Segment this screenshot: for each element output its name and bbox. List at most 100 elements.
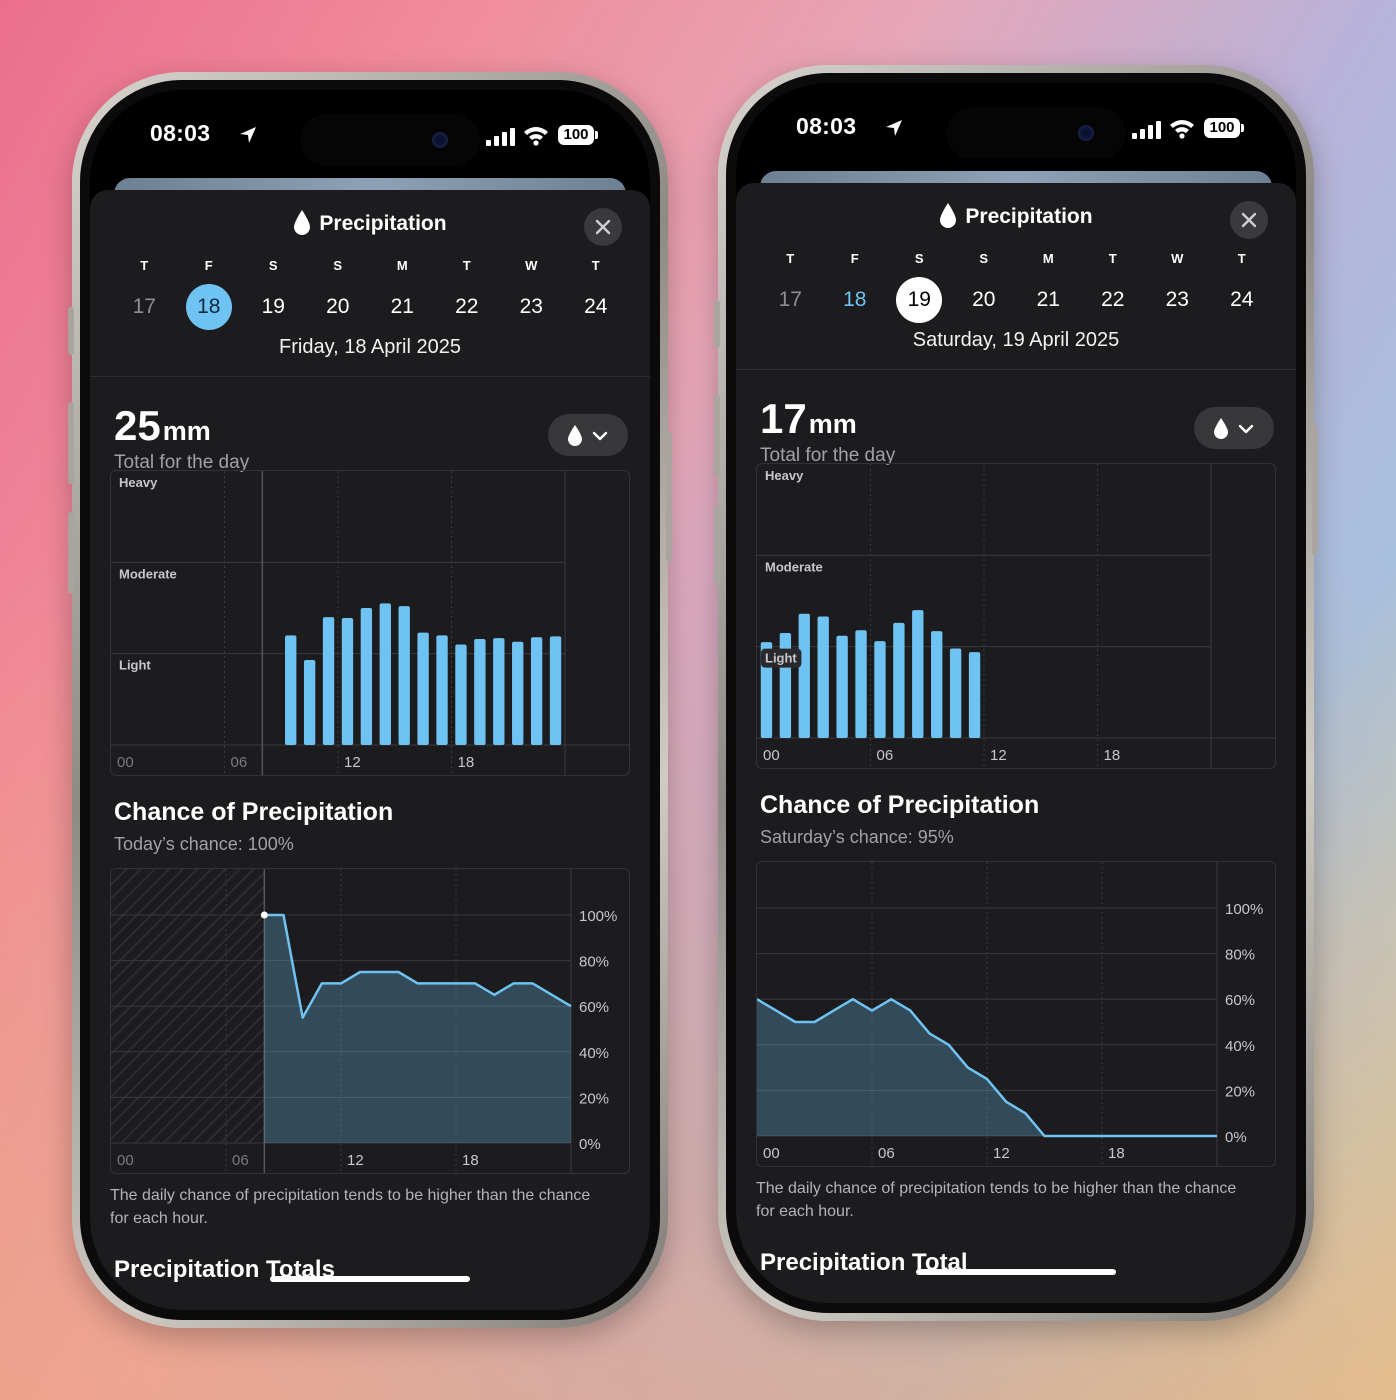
raindrop-icon [940,203,957,228]
home-indicator[interactable] [916,1269,1116,1275]
day-letter: S [979,251,989,266]
precipitation-bar-chart: Heavy Moderate Light 00 06 12 18 [110,470,630,776]
precip-bar [360,608,373,745]
level-label: Moderate [119,566,177,581]
x-tick-label: 12 [347,1152,364,1169]
day-letter: T [462,258,471,273]
home-indicator[interactable] [270,1276,470,1282]
day-item[interactable]: T 17 [112,258,177,330]
day-item[interactable]: T 24 [564,258,629,330]
day-letter: T [140,258,149,273]
day-number: 20 [326,295,350,318]
screen: 08:03 100 Precipitation T 17 F 18 S 19 S [736,83,1296,1303]
day-number: 17 [132,295,156,318]
day-item[interactable]: T 22 [435,258,500,330]
day-item[interactable]: T 22 [1081,251,1146,323]
x-tick-label: 06 [877,747,894,764]
x-tick-label: 00 [117,754,134,771]
chance-line [757,997,1217,1138]
screen: 08:03 100 Precipitation T 17 F 18 S 19 S [90,90,650,1310]
x-tick-label: 00 [763,747,780,764]
chance-subtitle: Today’s chance: 100% [114,834,294,854]
level-label-badge [761,648,802,668]
precipitation-type-menu[interactable] [548,414,628,456]
y-tick-label: 100% [579,908,617,925]
day-number: 21 [390,295,414,318]
x-tick-label: 06 [878,1145,895,1162]
precipitation-sheet: Precipitation T 17 F 18 S 19 S 20 M 21 T 22 W 2… [90,190,650,1310]
day-item[interactable]: S 20 [952,251,1017,323]
chance-title: Chance of Precipitation [760,791,1040,819]
day-item[interactable]: F 18 [823,251,888,323]
precip-bar [398,606,410,745]
day-number: 23 [519,295,543,318]
location-arrow-icon [240,127,256,143]
chance-area [264,915,571,1143]
day-item[interactable]: S 19 [241,258,306,330]
close-button[interactable] [584,208,622,246]
day-item[interactable]: T 24 [1210,251,1275,323]
day-letter: S [914,251,924,266]
day-item[interactable]: F 18 [177,258,242,330]
x-tick-label: 12 [344,754,361,771]
total-value: 17 [760,395,807,442]
y-tick-label: 60% [579,999,609,1016]
x-tick-label: 06 [232,1152,249,1169]
x-tick-label: 12 [990,747,1007,764]
y-tick-label: 100% [1225,901,1263,918]
day-picker: T 17 F 18 S 19 S 20 M 21 T 22 W 23 T 24 [112,258,628,330]
status-time: 08:03 [796,113,857,139]
day-item[interactable]: S 19 [887,251,952,323]
day-item[interactable]: M 21 [1016,251,1081,323]
volume-up-button [68,402,74,484]
precip-bar [322,617,335,745]
day-letter: S [333,258,343,273]
x-tick-label: 18 [1104,747,1121,764]
day-item[interactable]: S 20 [306,258,371,330]
close-button[interactable] [1230,201,1268,239]
precip-bar [817,616,829,738]
precip-bar [912,610,924,738]
chance-title: Chance of Precipitation [114,798,394,826]
area-chart-svg: 100% 80% 60% 40% 20% 0% 00 06 12 18 [757,862,1263,1166]
day-item[interactable]: T 17 [758,251,823,323]
x-tick-label: 18 [462,1152,479,1169]
raindrop-chevron-icon [1214,418,1254,439]
precipitation-type-menu[interactable] [1194,407,1274,449]
selected-date: Saturday, 19 April 2025 [912,329,1120,351]
chance-area [757,999,1217,1136]
phone-left: 08:03 100 Precipitation T 17 F 18 S 19 S [68,72,672,1328]
day-item[interactable]: W 23 [499,258,564,330]
chance-line [264,913,572,1019]
x-tick-label: 06 [231,754,248,771]
daily-total: 25mm Total for the day [114,402,249,474]
precip-bar [855,630,867,738]
area-chart-svg: 100% 80% 60% 40% 20% 0% 00 06 12 18 [111,869,617,1173]
level-label: Moderate [765,559,823,574]
precip-bar [530,637,543,745]
day-number: 22 [1101,288,1125,311]
chance-note: The daily chance of precipitation tends … [756,1180,1237,1220]
chance-area-chart: 100% 80% 60% 40% 20% 0% 00 06 12 18 [110,868,630,1174]
day-number-today: 18 [843,288,867,311]
bar-chart-svg: Heavy Moderate Light 00 06 12 18 [111,471,629,775]
day-letter: S [268,258,278,273]
x-tick-label: 00 [117,1152,134,1169]
precipitation-sheet: Precipitation T 17 F 18 S 19 S 20 M 21 T 22 W 2… [736,183,1296,1303]
x-tick-label: 18 [458,754,475,771]
day-item[interactable]: W 23 [1145,251,1210,323]
selected-date: Friday, 18 April 2025 [279,336,461,358]
day-letter: F [204,258,213,273]
day-number: 24 [584,295,608,318]
day-letter: T [786,251,795,266]
precip-bar [512,641,524,745]
total-value: 25 [114,402,161,449]
precip-bar [931,631,943,738]
phone-right: 08:03 100 Precipitation T 17 F 18 S 19 S [714,65,1318,1321]
precip-bar [949,648,962,738]
bar-chart-svg: Heavy Moderate 00 06 12 18 Light [757,464,1275,768]
day-item[interactable]: M 21 [370,258,435,330]
daily-total: 17mm Total for the day [760,395,895,467]
x-tick-label: 12 [993,1145,1010,1162]
precip-bar [836,635,848,738]
